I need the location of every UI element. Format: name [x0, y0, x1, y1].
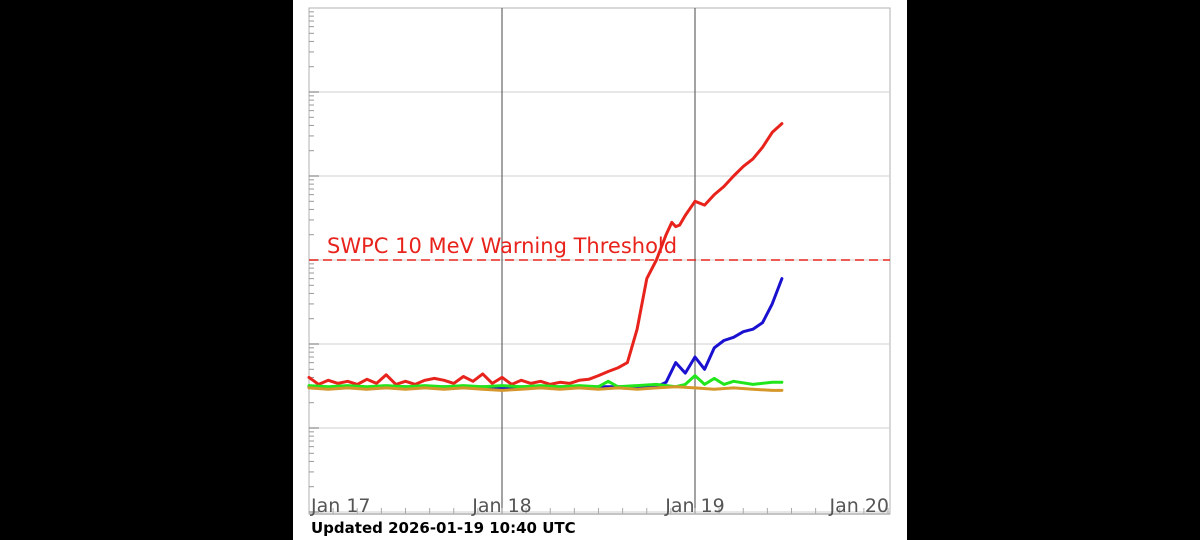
plot-area	[308, 7, 891, 515]
threshold-label: SWPC 10 MeV Warning Threshold	[327, 234, 677, 258]
x-gridlines	[332, 8, 889, 514]
series-line-4	[307, 385, 784, 392]
x-tick-label: Jan 20	[828, 495, 889, 517]
series-layer	[307, 122, 784, 392]
y-axis-ticks	[309, 11, 319, 513]
grid-lines	[309, 91, 890, 513]
x-tick-labels: Jan 17 Jan 18 Jan 19 Jan 20	[310, 495, 889, 517]
series-line-3	[307, 374, 784, 389]
series-line-1	[307, 122, 784, 386]
proton-flux-chart: SWPC 10 MeV Warning Threshold Jan 17 Jan …	[307, 7, 891, 517]
chart-panel: SWPC 10 MeV Warning Threshold Jan 17 Jan …	[293, 0, 907, 540]
updated-timestamp: Updated 2026-01-19 10:40 UTC	[311, 519, 576, 537]
x-tick-label: Jan 17	[310, 495, 371, 517]
x-tick-label: Jan 19	[664, 495, 725, 517]
x-tick-label: Jan 18	[471, 495, 532, 517]
